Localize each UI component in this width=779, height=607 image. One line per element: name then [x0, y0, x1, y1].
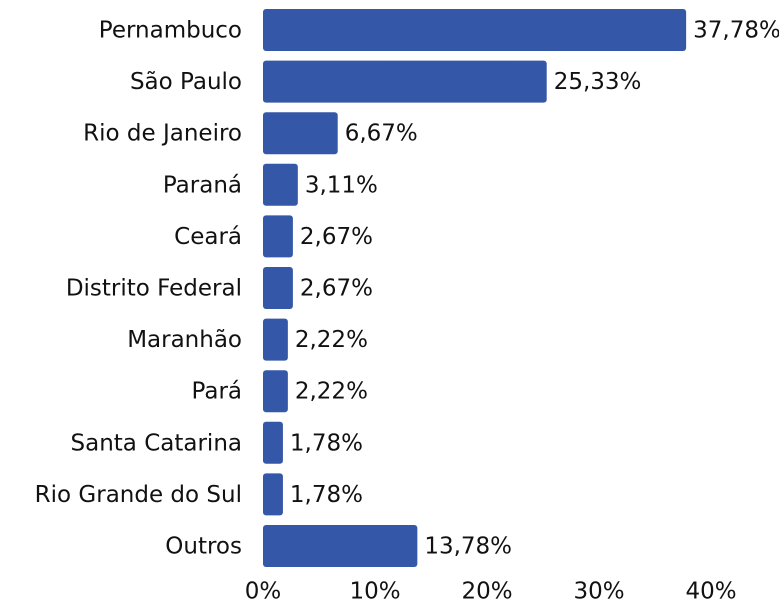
bar	[263, 525, 418, 567]
bar	[263, 421, 283, 464]
value-label: 13,78%	[424, 534, 512, 560]
bar	[263, 112, 338, 155]
x-tick-label: 10%	[349, 579, 400, 605]
bar	[263, 318, 288, 361]
y-tick-label: Outros	[165, 534, 242, 560]
bar	[263, 267, 293, 309]
value-label: 2,22%	[295, 327, 368, 353]
value-label: 2,67%	[300, 224, 373, 250]
y-tick-label: Rio Grande do Sul	[35, 482, 242, 508]
y-tick-label: Paraná	[163, 172, 242, 198]
value-label: 2,22%	[295, 379, 368, 405]
value-label: 1,78%	[290, 482, 363, 508]
value-label: 37,78%	[693, 18, 779, 44]
y-tick-label: Pará	[192, 379, 242, 405]
bar	[263, 9, 687, 51]
value-label: 25,33%	[554, 69, 642, 95]
y-tick-label: Santa Catarina	[71, 430, 242, 456]
y-tick-label: Maranhão	[127, 327, 242, 353]
bar	[263, 60, 547, 103]
y-tick-label: Pernambuco	[99, 18, 242, 44]
y-tick-label: Rio de Janeiro	[83, 121, 242, 147]
bar	[263, 370, 288, 413]
value-label: 1,78%	[290, 430, 363, 456]
bar	[263, 163, 298, 206]
value-label: 2,67%	[300, 276, 373, 302]
bar	[263, 473, 283, 516]
x-tick-label: 30%	[573, 579, 624, 605]
value-label: 3,11%	[305, 172, 378, 198]
y-tick-label: Ceará	[174, 224, 242, 250]
y-tick-label: Distrito Federal	[66, 276, 242, 302]
x-tick-label: 40%	[685, 579, 736, 605]
x-tick-label: 0%	[245, 579, 282, 605]
y-tick-label: São Paulo	[130, 69, 242, 95]
bar	[263, 215, 293, 258]
x-tick-label: 20%	[461, 579, 512, 605]
value-label: 6,67%	[345, 121, 418, 147]
